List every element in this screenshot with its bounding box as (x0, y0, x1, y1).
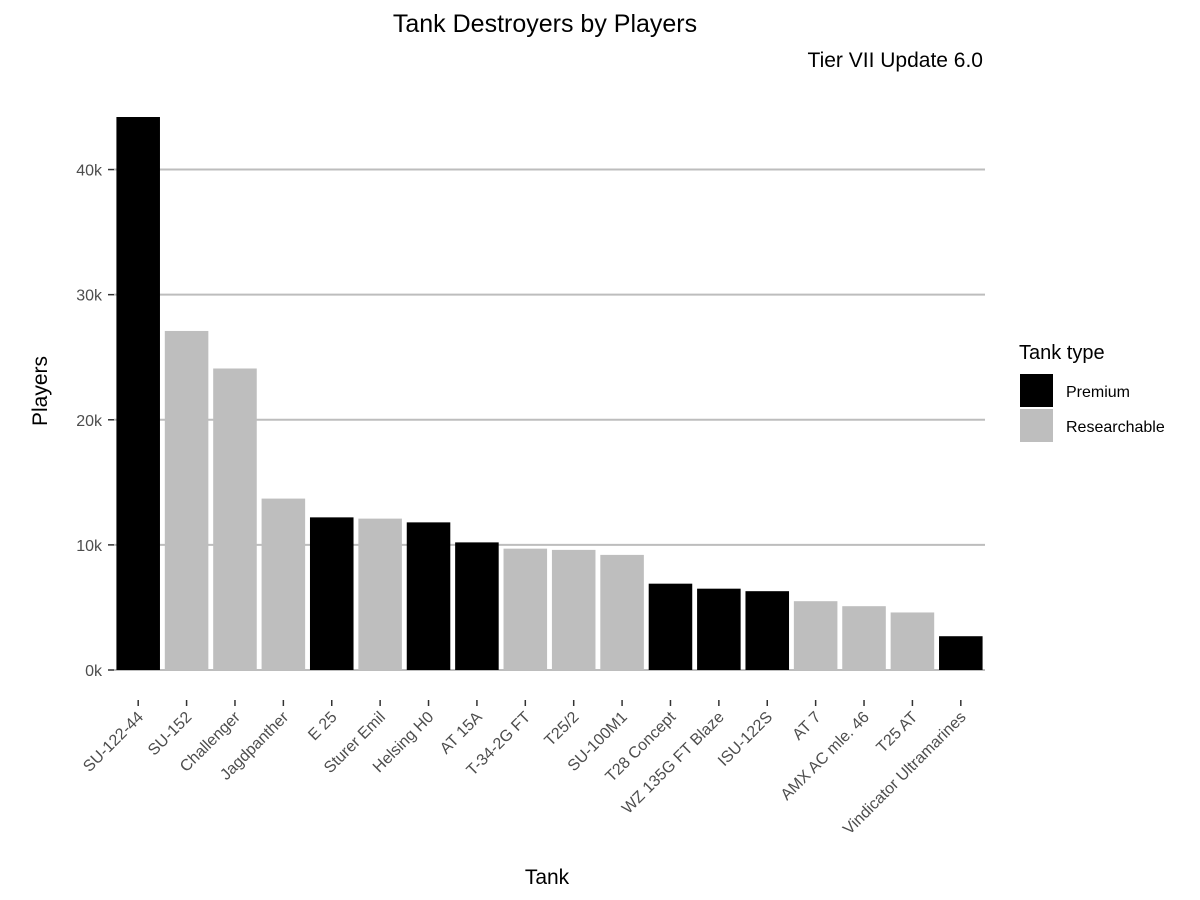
bar (213, 368, 257, 670)
bar (116, 117, 160, 670)
bar (358, 518, 402, 670)
bar (455, 542, 499, 670)
bar (261, 498, 306, 670)
x-tick-label: AT 15A (437, 709, 486, 758)
y-tick-label: 0k (85, 663, 103, 680)
bar (842, 606, 886, 670)
x-tick-label: E 25 (305, 709, 340, 744)
bar (890, 612, 935, 670)
chart-title: Tank Destroyers by Players (393, 10, 697, 38)
x-tick-label: T25/2 (542, 709, 583, 750)
legend-swatch (1020, 374, 1053, 407)
bar (406, 522, 451, 670)
bar (648, 583, 693, 670)
legend-label: Researchable (1066, 419, 1165, 436)
bar (745, 591, 790, 670)
bar (939, 636, 983, 670)
y-tick-label: 20k (76, 413, 103, 430)
y-axis: 0k 10k 20k 30k 40k (76, 163, 114, 680)
y-tick-label: 40k (76, 163, 103, 180)
chart-subtitle: Tier VII Update 6.0 (808, 49, 983, 72)
bar (697, 588, 741, 670)
x-tick-label: T25 AT (874, 709, 922, 757)
x-tick-label: SU-122-44 (80, 709, 147, 776)
legend-swatch (1020, 409, 1053, 442)
y-tick-label: 10k (76, 538, 103, 555)
gridlines (114, 168, 985, 671)
y-tick-label: 30k (76, 288, 103, 305)
legend-label: Premium (1066, 384, 1130, 401)
x-axis-title: Tank (525, 866, 570, 889)
bar (793, 601, 838, 670)
bar (503, 548, 548, 670)
bar (164, 330, 209, 670)
bars (116, 117, 983, 670)
y-axis-title: Players (29, 356, 52, 426)
x-tick-label: AMX AC mle. 46 (778, 709, 873, 804)
bar (309, 517, 354, 670)
legend-title: Tank type (1019, 342, 1105, 364)
legend: Tank type Premium Researchable (1019, 342, 1165, 442)
bar (600, 554, 644, 670)
x-tick-label: AT 7 (790, 709, 825, 744)
bar (551, 549, 596, 670)
